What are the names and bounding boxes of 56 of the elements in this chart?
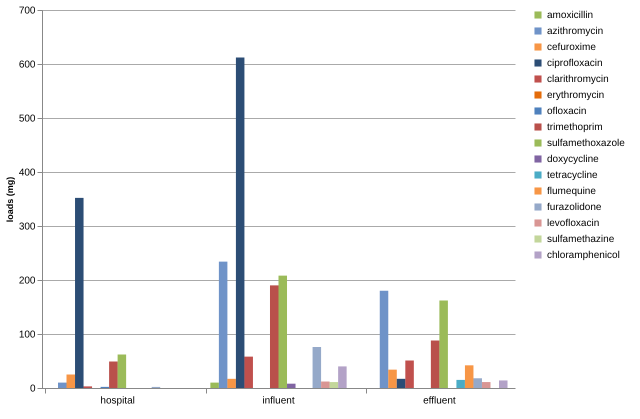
legend-label: ciprofloxacin bbox=[547, 58, 603, 69]
bar bbox=[380, 290, 388, 388]
bar bbox=[66, 374, 76, 388]
x-tick-label: influent bbox=[262, 396, 295, 406]
bar bbox=[464, 365, 474, 388]
x-tick-label: effluent bbox=[423, 396, 456, 406]
bar bbox=[118, 354, 126, 388]
legend-label: levofloxacin bbox=[547, 218, 600, 229]
bar bbox=[439, 300, 448, 388]
bar bbox=[338, 366, 347, 388]
bar bbox=[499, 380, 508, 388]
y-tick-label: 600 bbox=[18, 60, 36, 70]
bar bbox=[278, 276, 288, 388]
legend-label: erythromycin bbox=[547, 90, 604, 101]
legend-label: doxycycline bbox=[547, 154, 600, 165]
legend-label: flumequine bbox=[547, 186, 596, 197]
bar bbox=[396, 378, 406, 388]
legend-label: ofloxacin bbox=[547, 106, 586, 117]
bar bbox=[218, 262, 228, 388]
y-axis-title: loads (mg) bbox=[4, 176, 15, 222]
legend-label: chloramphenicol bbox=[547, 250, 620, 261]
bar bbox=[330, 382, 338, 388]
y-tick-label: 0 bbox=[30, 384, 36, 394]
legend-label: sulfamethazine bbox=[547, 234, 615, 245]
bar bbox=[482, 382, 490, 388]
bar bbox=[456, 380, 465, 388]
bar bbox=[236, 58, 244, 388]
legend-label: trimethoprim bbox=[547, 122, 603, 133]
bar bbox=[109, 362, 118, 388]
y-tick-label: 300 bbox=[18, 222, 36, 232]
legend-label: tetracycline bbox=[547, 170, 598, 181]
bar bbox=[244, 356, 253, 388]
y-tick-label: 200 bbox=[18, 276, 36, 286]
bar bbox=[388, 370, 397, 388]
y-tick-label: 100 bbox=[18, 330, 36, 340]
legend-label: cefuroxime bbox=[547, 42, 596, 53]
bar bbox=[405, 360, 414, 388]
bar bbox=[287, 384, 296, 388]
legend-label: amoxicillin bbox=[547, 10, 594, 21]
legend-label: azithromycin bbox=[547, 26, 604, 37]
bar bbox=[270, 285, 278, 388]
y-tick-label: 400 bbox=[18, 168, 36, 178]
bar bbox=[210, 382, 219, 388]
legend-label: sulfamethoxazole bbox=[547, 138, 626, 149]
bar bbox=[430, 340, 440, 388]
legend-label: furazolidone bbox=[547, 202, 602, 213]
bar bbox=[227, 378, 236, 388]
bar bbox=[312, 346, 322, 388]
y-tick-label: 500 bbox=[18, 114, 36, 124]
bar bbox=[473, 378, 482, 388]
bar bbox=[321, 382, 330, 388]
bar bbox=[58, 382, 67, 388]
bar bbox=[75, 198, 84, 388]
y-tick-label: 700 bbox=[18, 6, 36, 16]
x-tick-label: hospital bbox=[100, 396, 135, 406]
legend-label: clarithromycin bbox=[547, 74, 609, 85]
